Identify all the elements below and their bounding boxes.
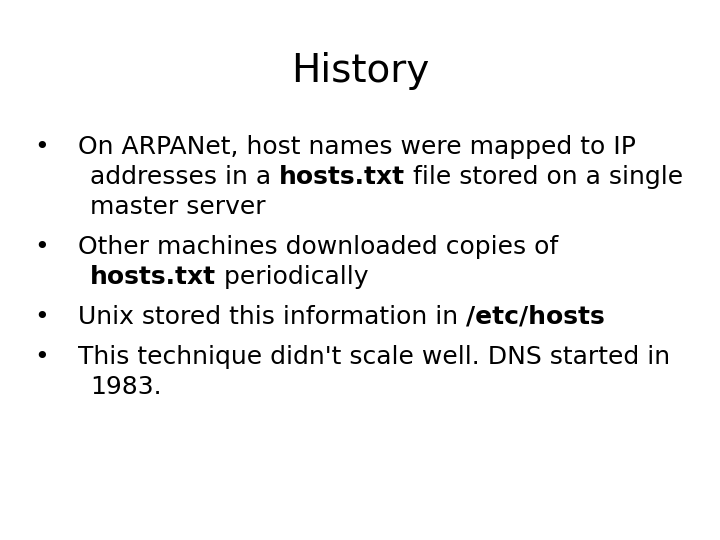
Text: master server: master server [90, 195, 266, 219]
Text: •: • [35, 345, 50, 369]
Text: 1983.: 1983. [90, 375, 161, 399]
Text: Unix stored this information in: Unix stored this information in [78, 305, 466, 329]
Text: Other machines downloaded copies of: Other machines downloaded copies of [78, 235, 558, 259]
Text: /etc/hosts: /etc/hosts [466, 305, 605, 329]
Text: •: • [35, 135, 50, 159]
Text: This technique didn't scale well. DNS started in: This technique didn't scale well. DNS st… [78, 345, 670, 369]
Text: •: • [35, 235, 50, 259]
Text: •: • [35, 305, 50, 329]
Text: periodically: periodically [216, 265, 369, 289]
Text: addresses in a: addresses in a [90, 165, 279, 189]
Text: hosts.txt: hosts.txt [279, 165, 405, 189]
Text: file stored on a single: file stored on a single [405, 165, 683, 189]
Text: History: History [291, 52, 429, 90]
Text: On ARPANet, host names were mapped to IP: On ARPANet, host names were mapped to IP [78, 135, 636, 159]
Text: hosts.txt: hosts.txt [90, 265, 216, 289]
